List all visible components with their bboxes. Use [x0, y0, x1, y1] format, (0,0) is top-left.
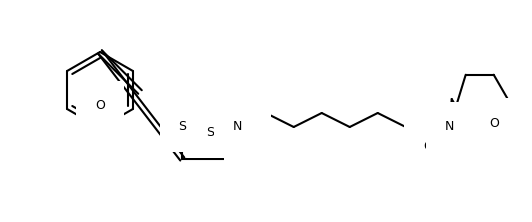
Text: S: S [206, 127, 214, 139]
Text: S: S [178, 121, 186, 133]
Text: O: O [243, 131, 253, 143]
Text: O: O [423, 141, 433, 153]
Text: N: N [233, 121, 243, 133]
Text: O: O [95, 99, 105, 113]
Text: O: O [489, 117, 498, 130]
Text: N: N [445, 121, 454, 133]
